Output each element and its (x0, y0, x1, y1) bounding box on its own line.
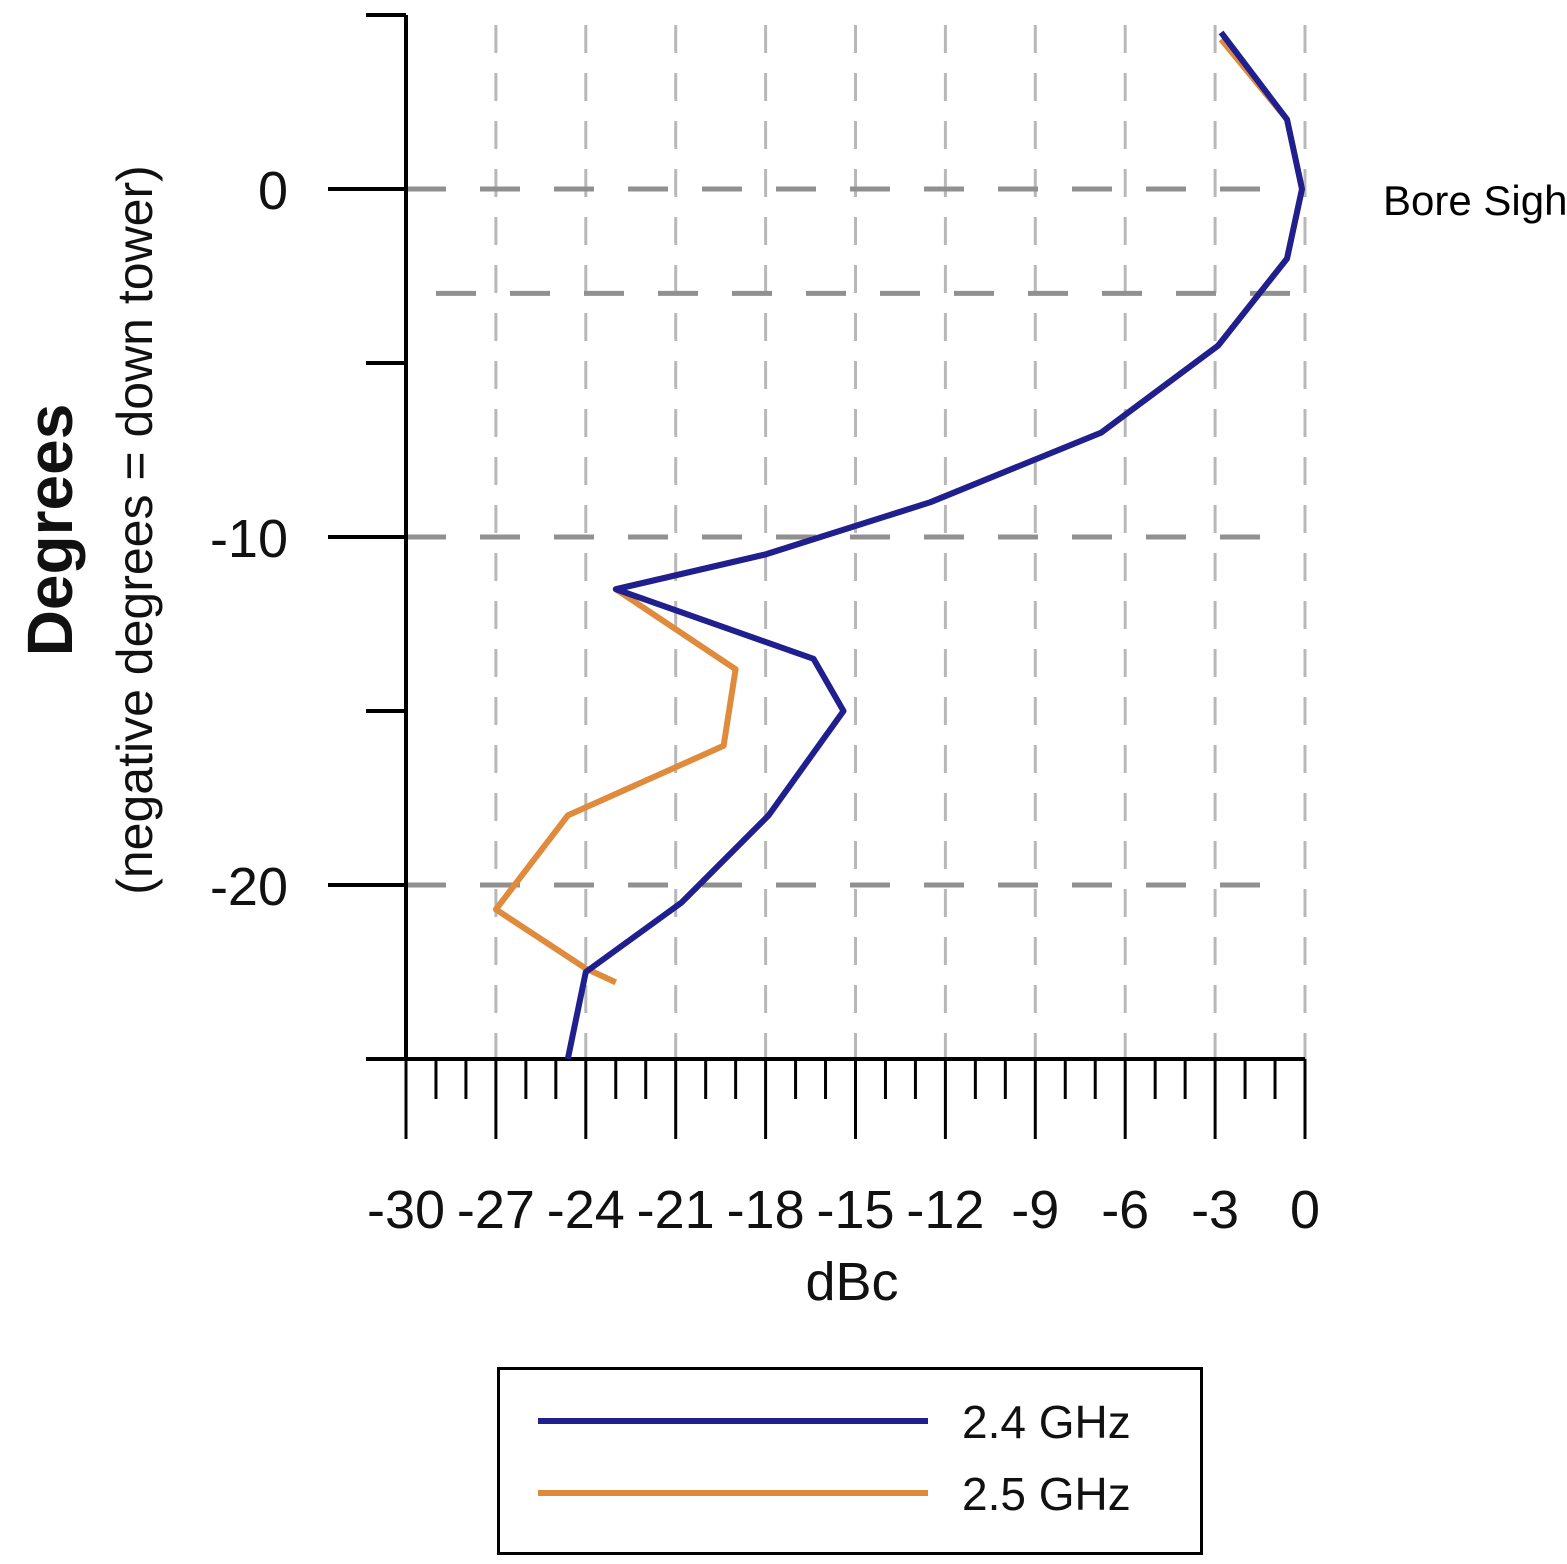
legend-label-2-4ghz: 2.4 GHz (962, 1396, 1131, 1448)
x-tick-label: -12 (906, 1180, 984, 1240)
x-tick-label: -3 (1191, 1180, 1239, 1240)
x-tick-label: -9 (1011, 1180, 1059, 1240)
chart: -20-100-30 -27 -24 -21 -18 -15 -12 -9 -6 -3 0 Degr… (14, 13, 1567, 1312)
bore-sight-annotation: Bore Sight (1383, 177, 1567, 224)
x-tick-label: -30 (367, 1180, 445, 1240)
legend-swatch-2-4ghz (538, 1418, 928, 1424)
grid (406, 25, 1307, 1059)
x-tick-label: -27 (457, 1180, 535, 1240)
x-tick-label: -6 (1101, 1180, 1149, 1240)
legend-label-2-5ghz: 2.5 GHz (962, 1468, 1131, 1520)
x-tick-label: 0 (1290, 1180, 1320, 1240)
x-tick-label: -18 (727, 1180, 805, 1240)
x-tick-label: -15 (816, 1180, 894, 1240)
axes (328, 13, 1307, 1139)
legend-item-2-5ghz: 2.5 GHz (500, 1464, 1200, 1524)
y-tick-label: -20 (210, 857, 288, 917)
series-lines (492, 30, 1305, 1060)
y-tick-label: -10 (210, 509, 288, 569)
legend: 2.4 GHz 2.5 GHz (497, 1367, 1203, 1555)
tick-labels: -20-100-30 -27 -24 -21 -18 -15 -12 -9 -6 -3 0 (210, 161, 1320, 1240)
x-axis-title: dBc (805, 1252, 898, 1312)
legend-item-2-4ghz: 2.4 GHz (500, 1392, 1200, 1452)
x-tick-label: -21 (637, 1180, 715, 1240)
legend-swatch-2-5ghz (538, 1490, 928, 1496)
series-line-2-4-ghz (564, 30, 1305, 1060)
x-tick-label: -24 (547, 1180, 625, 1240)
y-axis-subtitle: (negative degrees = down tower) (107, 165, 163, 895)
y-tick-label: 0 (258, 161, 288, 221)
y-axis-title: Degrees (14, 404, 86, 657)
